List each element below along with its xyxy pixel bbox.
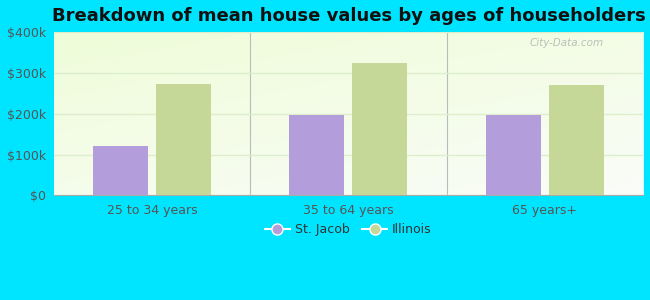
Bar [486, 116, 541, 195]
Bar [289, 115, 344, 195]
Bar [156, 84, 211, 195]
Text: City-Data.com: City-Data.com [529, 38, 603, 49]
Bar [93, 146, 148, 195]
Legend: St. Jacob, Illinois: St. Jacob, Illinois [260, 218, 437, 242]
Bar [549, 85, 604, 195]
Bar [352, 64, 408, 195]
Title: Breakdown of mean house values by ages of householders: Breakdown of mean house values by ages o… [51, 7, 645, 25]
